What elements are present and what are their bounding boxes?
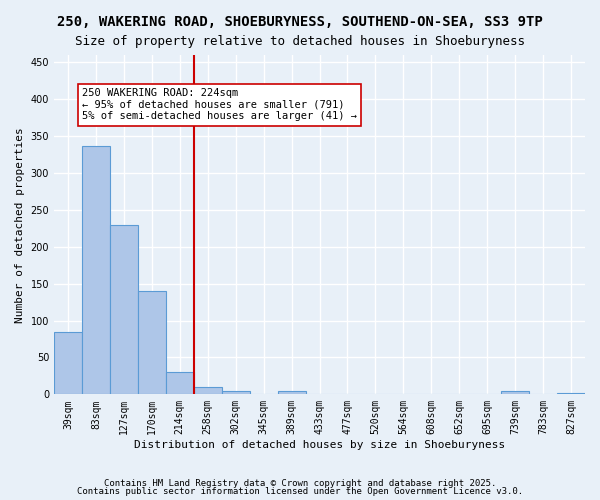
- Bar: [222, 390, 250, 394]
- Bar: [54, 332, 82, 394]
- Text: Contains public sector information licensed under the Open Government Licence v3: Contains public sector information licen…: [77, 487, 523, 496]
- Text: Contains HM Land Registry data © Crown copyright and database right 2025.: Contains HM Land Registry data © Crown c…: [104, 478, 496, 488]
- Bar: [110, 224, 138, 394]
- Bar: [557, 393, 585, 394]
- Bar: [138, 291, 166, 395]
- Text: 250 WAKERING ROAD: 224sqm
← 95% of detached houses are smaller (791)
5% of semi-: 250 WAKERING ROAD: 224sqm ← 95% of detac…: [82, 88, 357, 122]
- Text: Size of property relative to detached houses in Shoeburyness: Size of property relative to detached ho…: [75, 35, 525, 48]
- Bar: [166, 372, 194, 394]
- Bar: [194, 387, 222, 394]
- Bar: [278, 390, 305, 394]
- Text: 250, WAKERING ROAD, SHOEBURYNESS, SOUTHEND-ON-SEA, SS3 9TP: 250, WAKERING ROAD, SHOEBURYNESS, SOUTHE…: [57, 15, 543, 29]
- Y-axis label: Number of detached properties: Number of detached properties: [15, 127, 25, 322]
- X-axis label: Distribution of detached houses by size in Shoeburyness: Distribution of detached houses by size …: [134, 440, 505, 450]
- Bar: [501, 390, 529, 394]
- Bar: [82, 146, 110, 394]
